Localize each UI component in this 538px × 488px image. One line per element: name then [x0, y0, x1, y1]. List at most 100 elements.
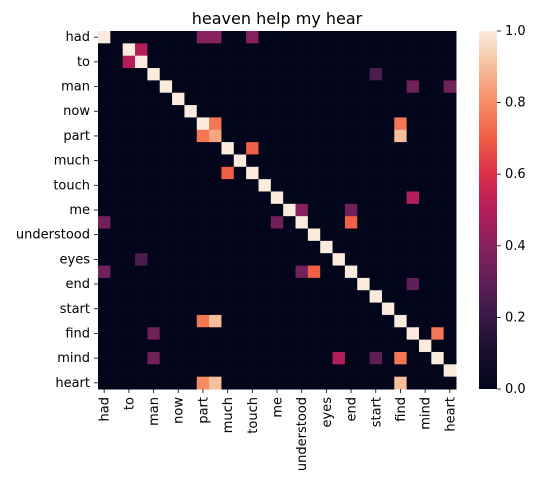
heatmap-cell	[159, 154, 173, 168]
heatmap-cell	[344, 203, 358, 217]
heatmap-cell	[270, 166, 284, 180]
heatmap-cell	[147, 80, 161, 94]
heatmap-cell	[184, 68, 198, 81]
heatmap-cell	[196, 105, 210, 118]
heatmap-cell	[443, 203, 457, 217]
heatmap-cell	[418, 302, 432, 316]
heatmap-cell	[221, 68, 235, 81]
heatmap-cell	[357, 228, 371, 242]
y-tick-label: find	[65, 326, 90, 341]
heatmap-cell	[443, 265, 457, 279]
heatmap-cell	[295, 228, 309, 242]
heatmap-cell	[270, 364, 284, 378]
heatmap-cell	[307, 203, 321, 217]
heatmap-cell	[196, 80, 210, 94]
heatmap-cell	[98, 179, 111, 192]
heatmap-cell	[357, 277, 371, 291]
heatmap-cell	[344, 216, 358, 230]
heatmap-cell	[295, 376, 309, 390]
heatmap-cell	[209, 216, 222, 230]
heatmap-cell	[135, 240, 148, 254]
heatmap-cell	[209, 351, 222, 365]
heatmap-cell	[196, 228, 210, 242]
heatmap-cell	[159, 55, 173, 69]
heatmap-cell	[283, 265, 297, 279]
heatmap-cell	[394, 314, 408, 328]
heatmap-cell	[270, 191, 284, 205]
heatmap-cell	[332, 314, 346, 328]
heatmap-cell	[357, 302, 371, 316]
heatmap-cell	[394, 216, 408, 230]
heatmap-cell	[184, 129, 198, 143]
heatmap-cell	[172, 290, 185, 304]
heatmap-cell	[147, 265, 161, 279]
heatmap-cell	[159, 228, 173, 242]
heatmap-cell	[122, 166, 136, 180]
heatmap-cell	[233, 290, 247, 304]
heatmap-cell	[196, 376, 210, 390]
heatmap-cell	[443, 228, 457, 242]
heatmap-cell	[443, 142, 457, 155]
heatmap-cell	[196, 290, 210, 304]
heatmap-cell	[283, 55, 297, 69]
heatmap-cell	[172, 302, 185, 316]
heatmap-cell	[357, 43, 371, 57]
heatmap-cell	[246, 203, 259, 217]
heatmap-cell	[344, 31, 358, 44]
heatmap-cell	[110, 327, 124, 341]
heatmap-cell	[381, 302, 395, 316]
heatmap-cell	[406, 154, 420, 168]
heatmap-cell	[357, 154, 371, 168]
heatmap-cell	[283, 31, 297, 44]
heatmap-cell	[406, 142, 420, 155]
heatmap-cell	[135, 376, 148, 390]
heatmap-cell	[159, 92, 173, 106]
heatmap-cell	[159, 314, 173, 328]
heatmap-cell	[147, 216, 161, 230]
heatmap-cell	[320, 154, 334, 168]
heatmap-cell	[320, 240, 334, 254]
heatmap-cell	[172, 129, 185, 143]
heatmap-cell	[283, 302, 297, 316]
heatmap-cell	[172, 314, 185, 328]
heatmap-cell	[283, 92, 297, 106]
x-tick-label: find	[394, 397, 409, 422]
heatmap-cell	[431, 376, 445, 390]
heatmap-cell	[98, 314, 111, 328]
heatmap-cell	[406, 203, 420, 217]
heatmap-cell	[369, 92, 383, 106]
heatmap-cell	[357, 327, 371, 341]
heatmap-cell	[135, 105, 148, 118]
heatmap-cell	[209, 327, 222, 341]
heatmap-cell	[122, 265, 136, 279]
heatmap-cell	[418, 43, 432, 57]
heatmap-cell	[406, 376, 420, 390]
heatmap-cell	[196, 166, 210, 180]
heatmap-cell	[332, 68, 346, 81]
heatmap-cell	[431, 290, 445, 304]
heatmap-cell	[221, 228, 235, 242]
heatmap-cell	[320, 228, 334, 242]
y-tick-label: mind	[57, 351, 90, 366]
heatmap-cell	[110, 105, 124, 118]
heatmap-cell	[184, 43, 198, 57]
heatmap-cell	[196, 265, 210, 279]
heatmap-cell	[344, 314, 358, 328]
heatmap-cell	[443, 240, 457, 254]
heatmap-cell	[418, 228, 432, 242]
heatmap-cell	[159, 364, 173, 378]
heatmap-cell	[344, 68, 358, 81]
heatmap-cell	[147, 129, 161, 143]
heatmap-cell	[196, 339, 210, 353]
heatmap-cell	[295, 92, 309, 106]
heatmap-cell	[381, 364, 395, 378]
heatmap-cell	[332, 351, 346, 365]
heatmap-cell	[381, 290, 395, 304]
heatmap-cell	[381, 253, 395, 267]
heatmap-cell	[147, 240, 161, 254]
heatmap-cell	[344, 302, 358, 316]
heatmap-cell	[172, 55, 185, 69]
x-tick-label: mind	[419, 397, 434, 430]
heatmap-cell	[98, 339, 111, 353]
heatmap-cell	[258, 277, 272, 291]
